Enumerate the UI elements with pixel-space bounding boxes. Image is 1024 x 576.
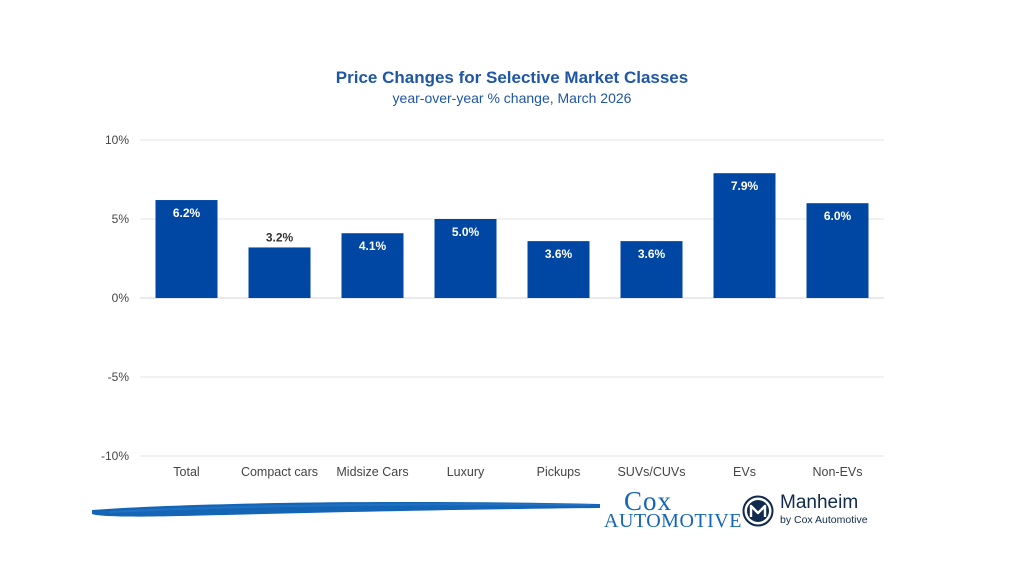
data-label: 6.0% — [824, 209, 852, 223]
bar — [620, 241, 683, 298]
x-tick-label: Pickups — [537, 465, 581, 479]
x-tick-label: Luxury — [447, 465, 485, 479]
bar — [527, 241, 590, 298]
data-label: 5.0% — [452, 225, 480, 239]
x-tick-label: Compact cars — [241, 465, 318, 479]
x-tick-label: Total — [173, 465, 199, 479]
y-tick-label: 0% — [112, 291, 130, 305]
x-tick-label: SUVs/CUVs — [617, 465, 685, 479]
data-label: 3.6% — [638, 247, 666, 261]
data-label: 7.9% — [731, 179, 759, 193]
bar — [155, 200, 218, 298]
automotive-logo-text: AUTOMOTIVE — [604, 510, 742, 532]
data-label: 3.6% — [545, 247, 573, 261]
y-tick-label: -10% — [101, 449, 129, 463]
x-tick-label: Midsize Cars — [336, 465, 408, 479]
manheim-logo: Manheim by Cox Automotive — [742, 492, 892, 532]
bar — [434, 219, 497, 298]
manheim-tagline-text: by Cox Automotive — [780, 514, 868, 526]
x-tick-label: Non-EVs — [812, 465, 862, 479]
bar — [713, 173, 776, 298]
brush-stroke-decoration — [92, 502, 600, 517]
manheim-name-text: Manheim — [780, 492, 859, 513]
data-label: 3.2% — [266, 230, 294, 244]
bar — [341, 233, 404, 298]
data-label: 4.1% — [359, 239, 387, 253]
manheim-m-icon — [742, 495, 774, 527]
cox-logo-text: Cox — [624, 486, 673, 516]
x-tick-label: EVs — [733, 465, 756, 479]
y-tick-label: 10% — [105, 133, 129, 147]
cox-automotive-logo: Cox AUTOMOTIVE — [604, 486, 741, 534]
chart-subtitle: year-over-year % change, March 2026 — [392, 90, 632, 106]
y-tick-label: 5% — [112, 212, 130, 226]
bar — [806, 203, 869, 298]
bar — [248, 247, 311, 298]
y-tick-label: -5% — [108, 370, 130, 384]
chart-title: Price Changes for Selective Market Class… — [335, 68, 689, 87]
data-label: 6.2% — [173, 206, 201, 220]
